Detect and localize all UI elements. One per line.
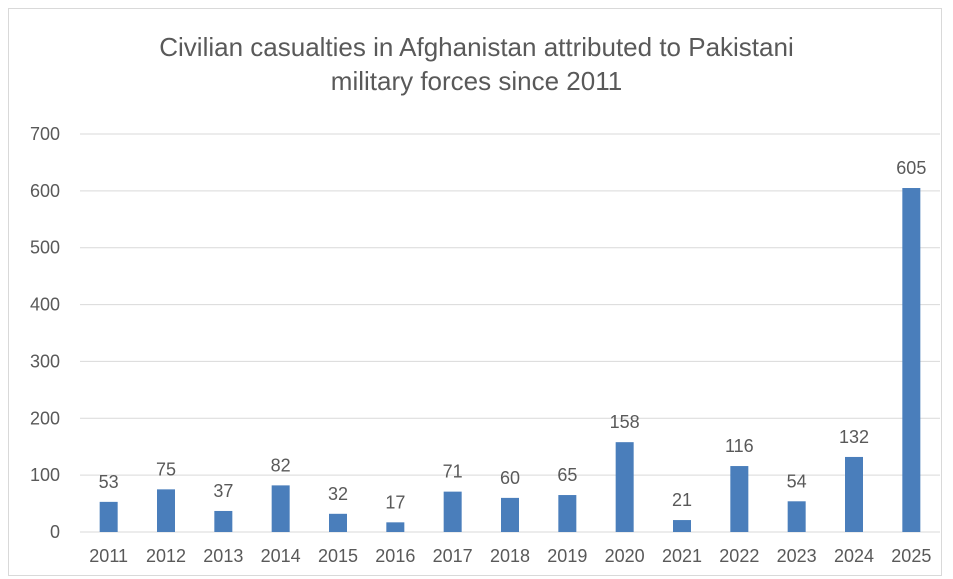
bar-2016: [386, 522, 405, 532]
data-label: 132: [839, 427, 869, 447]
bar-2025: [902, 188, 921, 532]
x-tick-label: 2018: [490, 546, 530, 566]
x-tick-label: 2016: [375, 546, 415, 566]
bar-2023: [787, 501, 806, 532]
data-label: 158: [610, 412, 640, 432]
data-label: 82: [271, 455, 291, 475]
data-label: 54: [787, 471, 807, 491]
x-tick-label: 2014: [261, 546, 301, 566]
data-label: 71: [443, 462, 463, 482]
y-tick-label: 0: [50, 522, 60, 542]
bar-2021: [673, 520, 691, 532]
data-label: 116: [725, 436, 754, 456]
chart-frame: [8, 8, 942, 576]
x-tick-label: 2012: [146, 546, 186, 566]
y-tick-label: 500: [30, 238, 60, 258]
y-tick-label: 200: [30, 408, 60, 428]
data-label: 37: [213, 481, 233, 501]
data-label: 53: [99, 472, 119, 492]
x-tick-label: 2013: [203, 546, 243, 566]
x-tick-label: 2017: [433, 546, 473, 566]
y-tick-label: 700: [30, 124, 60, 144]
bar-2012: [157, 489, 175, 532]
x-tick-label: 2021: [662, 546, 702, 566]
x-tick-label: 2024: [834, 546, 874, 566]
data-label: 75: [156, 459, 176, 479]
bar-2015: [329, 513, 347, 532]
y-tick-label: 600: [30, 181, 60, 201]
data-label: 17: [385, 492, 405, 512]
x-tick-label: 2020: [605, 546, 645, 566]
x-tick-label: 2023: [777, 546, 817, 566]
data-label: 21: [672, 490, 692, 510]
bar-2013: [214, 510, 233, 532]
y-tick-label: 400: [30, 295, 60, 315]
bars: [99, 188, 921, 532]
chart-title: Civilian casualties in Afghanistan attri…: [159, 32, 794, 96]
x-tick-label: 2015: [318, 546, 358, 566]
data-label: 32: [328, 484, 348, 504]
bar-2020: [615, 442, 634, 532]
data-label: 60: [500, 468, 520, 488]
x-tick-label: 2022: [719, 546, 759, 566]
y-tick-label: 300: [30, 351, 60, 371]
bar-2017: [443, 491, 462, 532]
bar-2024: [845, 456, 863, 532]
data-label: 65: [557, 465, 577, 485]
data-labels: 53 75 37 82 32 17 71 60 65 158 21 116 54 132 605: [99, 158, 927, 512]
bar-2019: [558, 495, 577, 532]
x-tick-label: 2019: [547, 546, 587, 566]
x-axis-ticks: 2011 2012 2013 2014 2015 2016 2017 2018 2019 2020…: [89, 546, 931, 566]
y-tick-label: 100: [30, 465, 60, 485]
bar-2022: [730, 466, 749, 532]
y-axis-ticks: 0 100 200 300 400 500 600 700: [30, 124, 60, 542]
bar-2018: [501, 497, 519, 532]
x-tick-label: 2025: [891, 546, 931, 566]
x-tick-label: 2011: [89, 546, 128, 566]
data-label: 605: [896, 158, 926, 178]
bar-2014: [271, 485, 290, 532]
bar-2011: [99, 501, 118, 532]
